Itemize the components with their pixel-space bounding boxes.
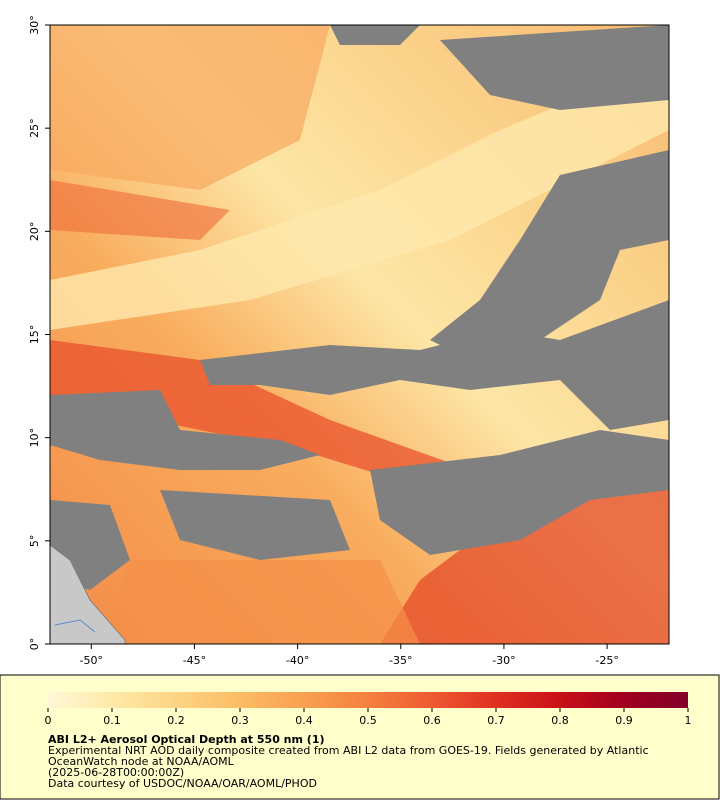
- aod-raster: [50, 25, 669, 644]
- colorbar-tick-label: 0.1: [103, 714, 121, 727]
- colorbar-tick-label: 0.8: [551, 714, 569, 727]
- colorbar-tick-label: 0.4: [295, 714, 313, 727]
- colorbar-tick-label: 0.3: [231, 714, 249, 727]
- legend-line: (2025-06-28T00:00:00Z): [48, 766, 184, 779]
- legend-line: OceanWatch node at NOAA/AOML: [48, 755, 235, 768]
- colorbar-tick-label: 0.6: [423, 714, 441, 727]
- y-tick-label: 5°: [28, 535, 41, 548]
- y-tick-label: 30°: [28, 15, 41, 35]
- x-tick-label: -45°: [183, 654, 206, 667]
- colorbar-tick-label: 0.9: [615, 714, 633, 727]
- legend-title: ABI L2+ Aerosol Optical Depth at 550 nm …: [48, 733, 325, 746]
- colorbar-tick-label: 0.7: [487, 714, 505, 727]
- colorbar-tick-label: 0.2: [167, 714, 185, 727]
- colorbar: [48, 692, 688, 708]
- y-tick-label: 10°: [28, 428, 41, 448]
- legend-line: Experimental NRT AOD daily composite cre…: [48, 744, 649, 757]
- colorbar-tick-label: 0.5: [359, 714, 377, 727]
- y-tick-label: 20°: [28, 222, 41, 242]
- y-tick-label: 0°: [28, 638, 41, 651]
- x-tick-label: -35°: [389, 654, 412, 667]
- y-tick-label: 15°: [28, 325, 41, 345]
- colorbar-tick-label: 0: [45, 714, 52, 727]
- colorbar-tick-label: 1: [685, 714, 692, 727]
- x-tick-label: -40°: [286, 654, 309, 667]
- x-tick-label: -25°: [595, 654, 618, 667]
- y-tick-label: 25°: [28, 118, 41, 138]
- legend-line: Data courtesy of USDOC/NOAA/OAR/AOML/PHO…: [48, 777, 317, 790]
- x-tick-label: -50°: [80, 654, 103, 667]
- x-tick-label: -30°: [492, 654, 515, 667]
